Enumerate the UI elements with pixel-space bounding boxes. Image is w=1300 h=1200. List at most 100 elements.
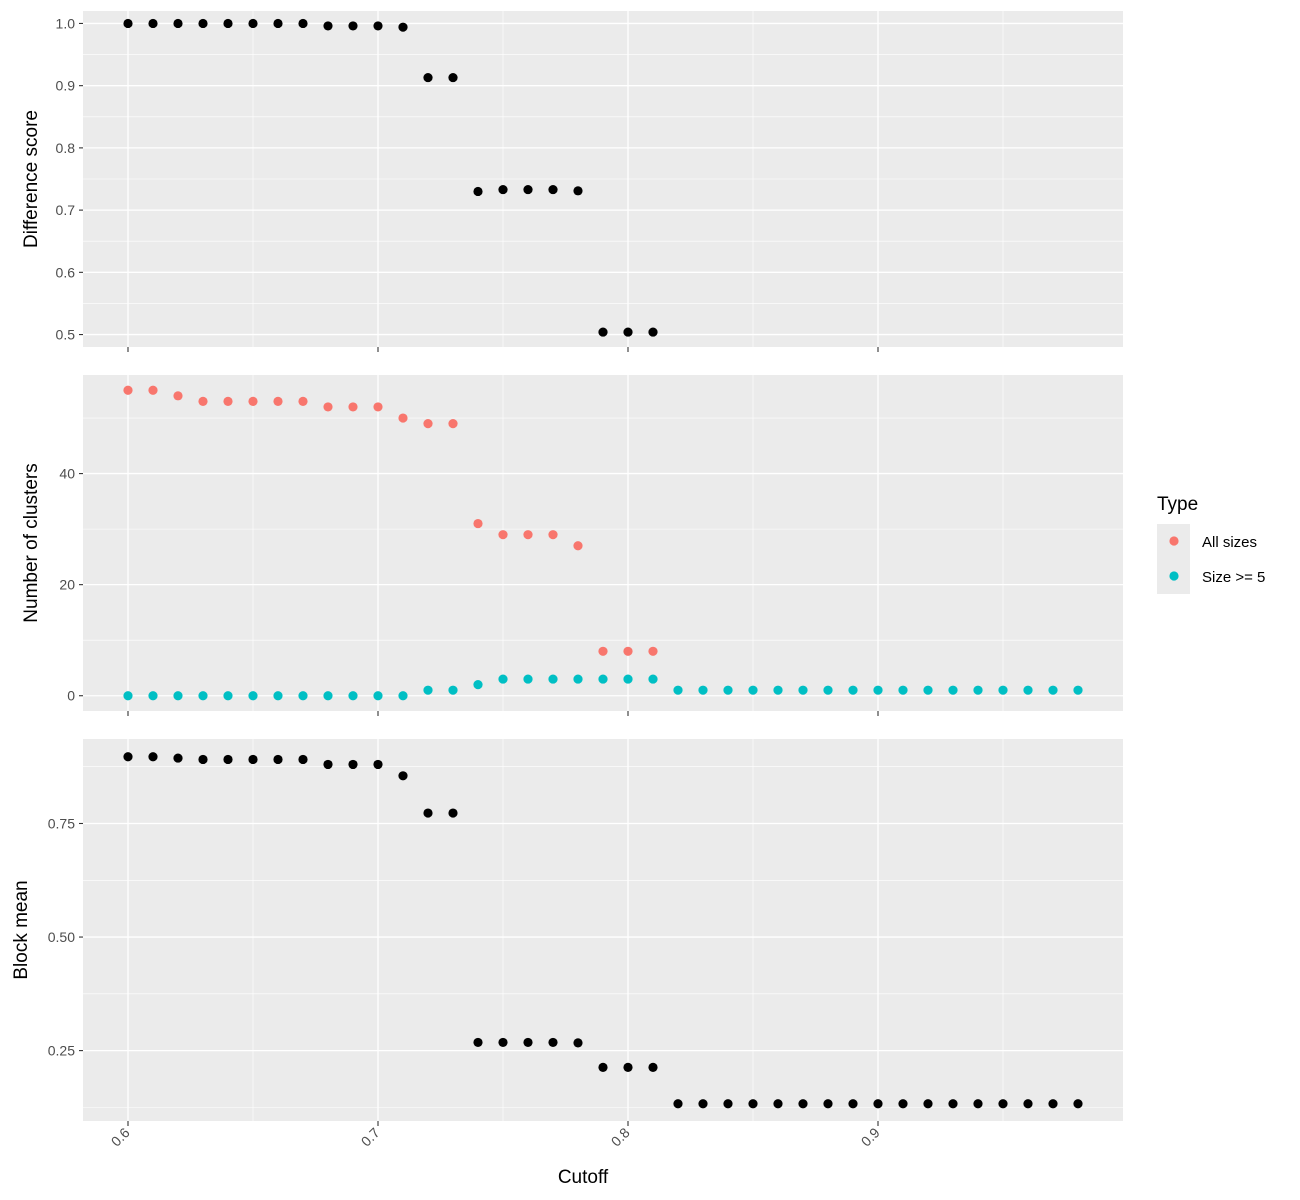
data-point: [523, 1037, 533, 1048]
data-point: [373, 759, 383, 770]
data-point: [423, 808, 433, 818]
data-point: [548, 530, 558, 540]
data-point: [523, 184, 533, 195]
data-point: [123, 385, 133, 395]
y-tick-label: 0.8: [56, 140, 76, 156]
data-point: [123, 691, 133, 701]
data-point: [548, 674, 558, 684]
data-point: [398, 691, 408, 701]
data-point: [148, 752, 158, 762]
y-tick-label: 0: [67, 688, 75, 704]
series-size-5: [123, 674, 1083, 701]
x-tick-label: 0.6: [108, 1124, 133, 1149]
data-point: [423, 418, 433, 429]
data-point: [148, 385, 158, 395]
data-point: [898, 1099, 908, 1109]
y-tick-label: 0.9: [56, 78, 76, 94]
data-point: [873, 1099, 883, 1109]
data-point: [273, 18, 283, 29]
data-point: [423, 72, 433, 83]
data-point: [598, 327, 608, 337]
data-point: [148, 691, 158, 701]
data-point: [698, 1099, 708, 1109]
data-point: [373, 691, 383, 701]
data-point: [723, 1099, 733, 1109]
data-point: [298, 691, 308, 701]
y-tick-label: 0.50: [48, 929, 75, 945]
data-point: [398, 771, 408, 781]
data-point: [348, 21, 358, 31]
data-point: [448, 685, 458, 695]
data-point: [1073, 1099, 1083, 1109]
data-point: [248, 691, 258, 701]
data-point: [923, 1099, 933, 1109]
data-point: [823, 1099, 833, 1109]
data-point: [148, 18, 158, 29]
data-point: [648, 1062, 658, 1073]
data-point: [573, 186, 583, 196]
data-point: [548, 184, 558, 195]
data-point: [223, 396, 233, 406]
data-point: [448, 72, 458, 83]
legend-key-all-sizes: [1169, 536, 1179, 546]
series-all-sizes: [123, 385, 658, 656]
legend: Type All sizes Size >= 5: [1157, 494, 1265, 594]
data-point: [248, 754, 258, 765]
legend-key-background: [1157, 524, 1190, 594]
data-point: [973, 1099, 983, 1109]
y-tick-label: 20: [59, 577, 75, 593]
series-points: [123, 752, 1083, 1109]
data-point: [248, 396, 258, 406]
x-axis-title: Cutoff: [558, 1167, 609, 1188]
data-point: [748, 685, 758, 695]
data-point: [1048, 1099, 1058, 1109]
x-tick-label: 0.8: [608, 1124, 633, 1149]
data-point: [773, 1099, 783, 1109]
data-point: [998, 685, 1008, 695]
data-point: [898, 685, 908, 695]
data-point: [273, 691, 283, 701]
data-point: [298, 754, 308, 765]
data-point: [923, 685, 933, 695]
legend-key-size-5: [1169, 571, 1179, 581]
data-point: [498, 530, 508, 540]
data-point: [173, 753, 183, 763]
data-point: [198, 691, 208, 701]
y-tick-label: 0.6: [56, 264, 76, 280]
data-point: [598, 1062, 608, 1073]
data-point: [398, 413, 408, 423]
clusters-panel: 0 20 40 Number of clusters: [21, 375, 1123, 716]
data-point: [198, 754, 208, 765]
data-point: [473, 518, 483, 529]
y-tick-label: 0.75: [48, 815, 75, 831]
data-point: [723, 685, 733, 695]
y-tick-label: 0.25: [48, 1043, 75, 1059]
data-point: [623, 327, 633, 337]
data-point: [498, 1037, 508, 1048]
data-point: [323, 759, 333, 770]
y-tick-label: 0.7: [56, 202, 76, 218]
data-point: [173, 691, 183, 701]
y-tick-label: 0.5: [56, 327, 76, 343]
data-point: [473, 1037, 483, 1048]
data-point: [598, 674, 608, 684]
data-point: [523, 674, 533, 684]
data-point: [648, 327, 658, 337]
data-point: [323, 21, 333, 31]
data-point: [223, 18, 233, 29]
data-point: [373, 402, 383, 412]
data-point: [373, 21, 383, 31]
data-point: [473, 186, 483, 197]
y-axis-title: Number of clusters: [21, 463, 42, 622]
data-point: [1048, 685, 1058, 695]
data-point: [448, 808, 458, 818]
data-point: [648, 674, 658, 684]
data-point: [198, 396, 208, 406]
data-point: [773, 685, 783, 695]
difference-score-panel: 0.5 0.6 0.7 0.8 0.9 1.0 Difference score: [21, 11, 1123, 352]
data-point: [1023, 1099, 1033, 1109]
legend-label-all-sizes: All sizes: [1202, 534, 1257, 551]
data-point: [1073, 685, 1083, 695]
legend-title: Type: [1157, 494, 1198, 515]
